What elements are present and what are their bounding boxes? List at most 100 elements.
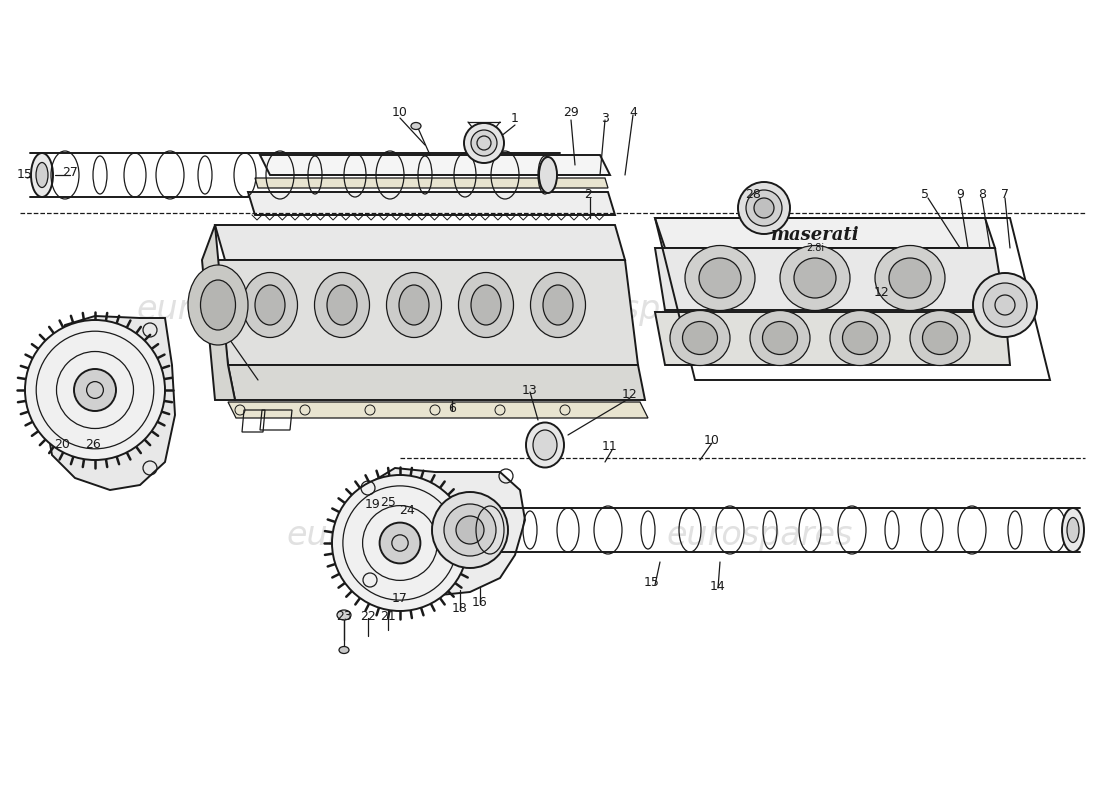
Text: 28: 28	[745, 189, 761, 202]
Circle shape	[754, 198, 774, 218]
Polygon shape	[214, 225, 625, 260]
Ellipse shape	[698, 258, 741, 298]
Text: 7: 7	[1001, 189, 1009, 202]
Ellipse shape	[471, 285, 501, 325]
Ellipse shape	[36, 162, 48, 187]
Ellipse shape	[874, 246, 945, 310]
Circle shape	[456, 516, 484, 544]
Ellipse shape	[31, 153, 53, 197]
Text: 10: 10	[704, 434, 719, 446]
Polygon shape	[260, 155, 610, 175]
Ellipse shape	[794, 258, 836, 298]
Text: 16: 16	[472, 595, 488, 609]
Circle shape	[379, 522, 420, 563]
Circle shape	[444, 504, 496, 556]
Ellipse shape	[670, 310, 730, 366]
Ellipse shape	[910, 310, 970, 366]
Polygon shape	[45, 316, 175, 490]
Text: 4: 4	[629, 106, 637, 118]
Circle shape	[974, 273, 1037, 337]
Ellipse shape	[539, 157, 557, 193]
Ellipse shape	[685, 246, 755, 310]
Text: 23: 23	[337, 610, 352, 623]
Text: 11: 11	[602, 441, 618, 454]
Circle shape	[74, 369, 116, 411]
Text: 26: 26	[85, 438, 101, 451]
Ellipse shape	[889, 258, 931, 298]
Circle shape	[332, 475, 468, 611]
Ellipse shape	[923, 322, 957, 354]
Text: 18: 18	[452, 602, 468, 615]
Ellipse shape	[1062, 508, 1084, 552]
Text: 6: 6	[448, 402, 455, 414]
Text: 3: 3	[601, 111, 609, 125]
Ellipse shape	[750, 310, 810, 366]
Ellipse shape	[534, 430, 557, 460]
Circle shape	[738, 182, 790, 234]
Ellipse shape	[459, 273, 514, 338]
Text: 15: 15	[18, 169, 33, 182]
Ellipse shape	[543, 285, 573, 325]
Text: 19: 19	[365, 498, 381, 510]
Ellipse shape	[200, 280, 235, 330]
Text: 24: 24	[399, 503, 415, 517]
Circle shape	[432, 492, 508, 568]
Text: eurospares: eurospares	[667, 518, 854, 551]
Ellipse shape	[1067, 518, 1079, 542]
Text: 12: 12	[874, 286, 890, 298]
Text: 1: 1	[512, 111, 519, 125]
Circle shape	[983, 283, 1027, 327]
Text: 12: 12	[623, 389, 638, 402]
Text: 17: 17	[392, 591, 408, 605]
Text: 15: 15	[645, 577, 660, 590]
Text: 21: 21	[381, 610, 396, 623]
Circle shape	[464, 123, 504, 163]
Text: 5: 5	[921, 189, 929, 202]
Ellipse shape	[830, 310, 890, 366]
Ellipse shape	[327, 285, 358, 325]
Polygon shape	[228, 402, 648, 418]
Ellipse shape	[780, 246, 850, 310]
Text: 10: 10	[392, 106, 408, 118]
Text: 25: 25	[381, 495, 396, 509]
Ellipse shape	[337, 610, 351, 620]
Circle shape	[471, 130, 497, 156]
FancyBboxPatch shape	[268, 368, 342, 397]
Ellipse shape	[386, 273, 441, 338]
Ellipse shape	[315, 273, 370, 338]
Text: eurospares: eurospares	[136, 294, 323, 326]
Circle shape	[746, 190, 782, 226]
Ellipse shape	[339, 646, 349, 654]
Polygon shape	[654, 248, 1005, 310]
Ellipse shape	[526, 422, 564, 467]
Polygon shape	[255, 178, 608, 188]
Ellipse shape	[255, 285, 285, 325]
FancyBboxPatch shape	[468, 368, 542, 397]
Ellipse shape	[762, 322, 798, 354]
Text: eurospares: eurospares	[547, 294, 734, 326]
Circle shape	[25, 320, 165, 460]
Polygon shape	[654, 312, 1010, 365]
Ellipse shape	[399, 285, 429, 325]
Text: maserati: maserati	[771, 226, 859, 244]
Ellipse shape	[530, 273, 585, 338]
Ellipse shape	[843, 322, 878, 354]
Ellipse shape	[411, 122, 421, 130]
Polygon shape	[654, 218, 996, 248]
Polygon shape	[228, 365, 645, 400]
Polygon shape	[362, 468, 525, 595]
Ellipse shape	[188, 265, 248, 345]
Polygon shape	[202, 225, 235, 400]
Text: 20: 20	[54, 438, 70, 451]
Text: 8: 8	[978, 189, 986, 202]
Text: 27: 27	[62, 166, 78, 178]
Text: 22: 22	[360, 610, 376, 623]
Text: 9: 9	[956, 189, 964, 202]
FancyBboxPatch shape	[368, 368, 442, 397]
Text: 2: 2	[584, 189, 592, 202]
Ellipse shape	[242, 273, 297, 338]
Polygon shape	[248, 192, 615, 215]
Text: eurospares: eurospares	[287, 518, 473, 551]
Text: 29: 29	[563, 106, 579, 118]
Ellipse shape	[682, 322, 717, 354]
